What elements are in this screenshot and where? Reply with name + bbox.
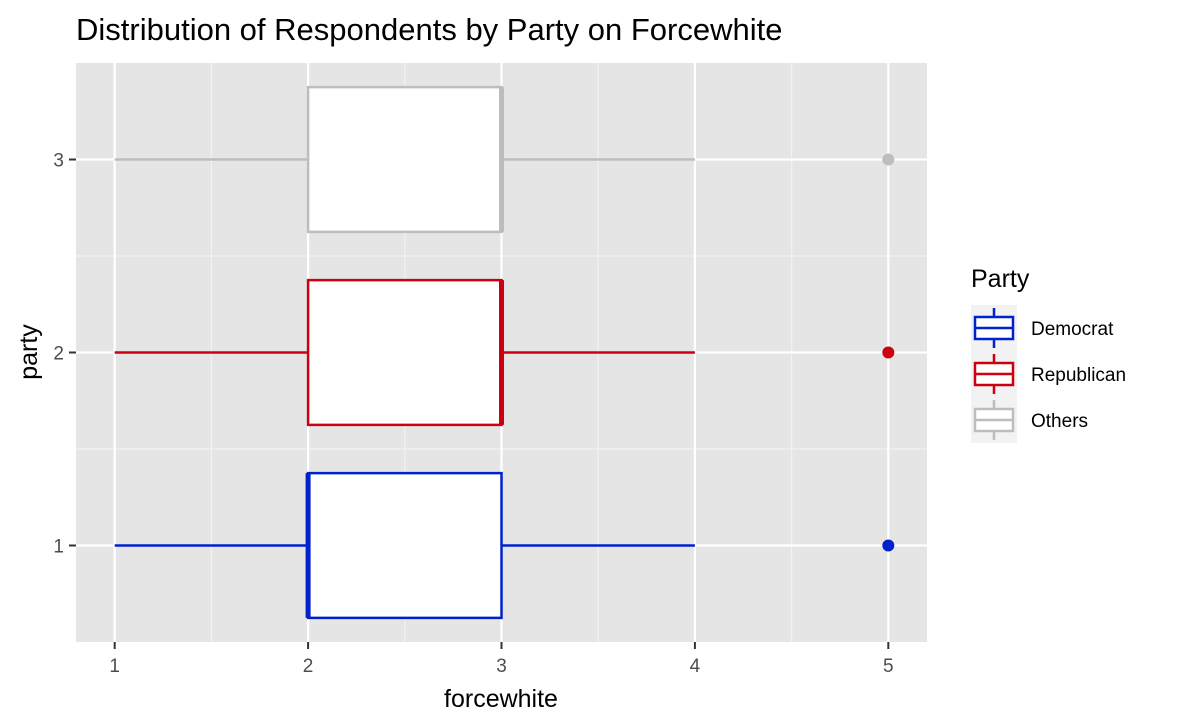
y-tick-label: 1: [53, 537, 64, 558]
legend-label-republican: Republican: [1031, 365, 1126, 386]
outlier-point-republican: [882, 346, 895, 359]
legend-label-others: Others: [1031, 411, 1088, 432]
box-republican: [306, 278, 503, 427]
y-axis-title: party: [15, 324, 43, 380]
x-axis-title: forcewhite: [444, 685, 558, 713]
box-others: [306, 85, 503, 234]
outlier-point-others: [882, 153, 895, 166]
x-tick-label: 3: [496, 656, 507, 677]
box-democrat: [306, 471, 503, 620]
y-axis: 1 2 3: [53, 151, 76, 558]
outlier-point-democrat: [882, 539, 895, 552]
y-tick-label: 2: [53, 344, 64, 365]
x-tick-label: 2: [303, 656, 314, 677]
legend-label-democrat: Democrat: [1031, 319, 1114, 340]
legend: Party Democrat Republican Others: [971, 265, 1126, 443]
x-tick-label: 4: [690, 656, 701, 677]
boxplot-series: [114, 85, 895, 620]
x-tick-label: 5: [883, 656, 894, 677]
x-axis: 1 2 3 4 5: [109, 642, 894, 677]
x-tick-label: 1: [109, 656, 120, 677]
y-tick-label: 3: [53, 151, 64, 172]
chart-title: Distribution of Respondents by Party on …: [76, 12, 782, 47]
legend-title: Party: [971, 265, 1030, 293]
